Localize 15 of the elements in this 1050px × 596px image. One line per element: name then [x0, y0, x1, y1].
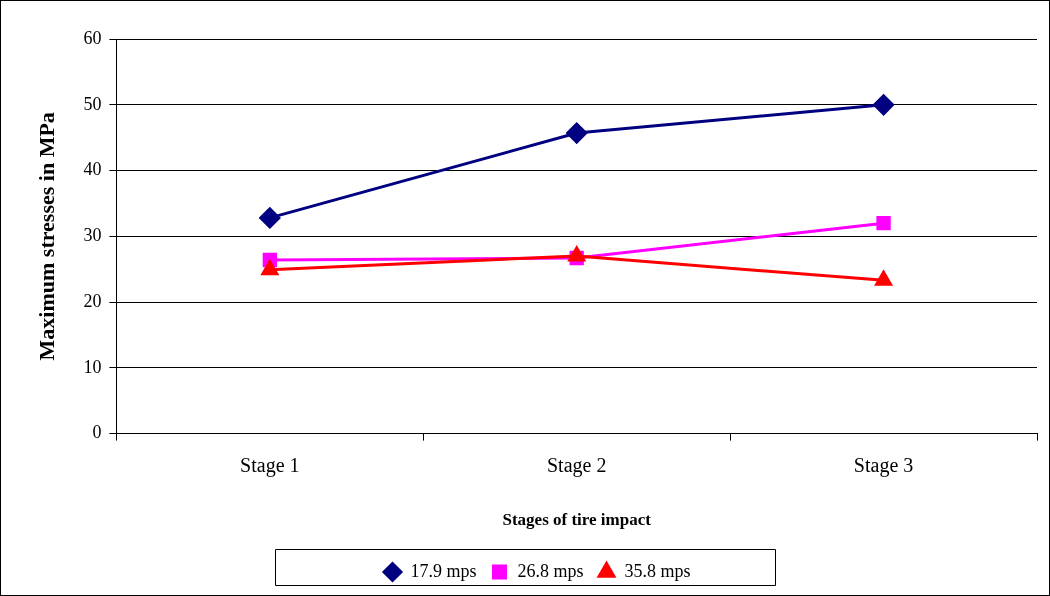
y-tick-label: 40 — [83, 159, 102, 180]
legend-label: 26.8 mps — [517, 560, 584, 581]
y-tick-label: 20 — [83, 290, 102, 311]
y-tick-label: 10 — [83, 356, 102, 377]
y-tick-label: 30 — [83, 225, 102, 246]
y-tick-label: 50 — [83, 93, 102, 114]
y-tick-label: 0 — [92, 422, 102, 443]
x-tick-label: Stage 1 — [240, 453, 300, 477]
x-tick-label: Stage 3 — [853, 453, 914, 477]
x-tick-label: Stage 2 — [546, 453, 607, 477]
x-axis-title: Stages of tire impact — [502, 510, 652, 530]
legend-label: 17.9 mps — [410, 560, 477, 581]
legend-label: 35.8 mps — [624, 560, 691, 581]
y-tick-label: 60 — [83, 27, 102, 48]
y-axis-title: Maximum stresses in MPa — [33, 112, 59, 361]
